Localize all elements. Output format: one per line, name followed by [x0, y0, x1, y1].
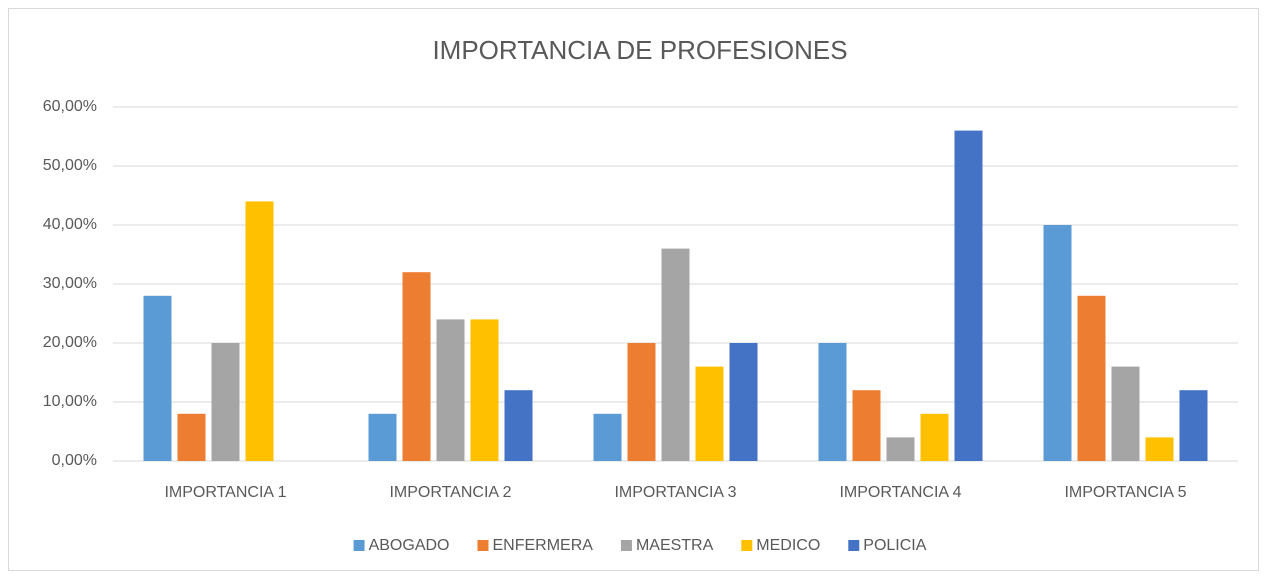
x-tick-label: IMPORTANCIA 5 [1064, 484, 1186, 501]
bar [1111, 366, 1140, 461]
bar [729, 343, 758, 461]
bar [402, 272, 431, 461]
legend-label: MEDICO [756, 537, 820, 554]
bar [886, 437, 915, 461]
bar [695, 366, 724, 461]
bar [436, 319, 465, 461]
legend-label: ABOGADO [369, 537, 450, 554]
y-tick-label: 0,00% [52, 452, 97, 469]
y-tick-label: 50,00% [43, 157, 97, 174]
legend-label: ENFERMERA [492, 537, 593, 554]
legend-swatch [477, 540, 489, 551]
bar [504, 390, 533, 461]
legend-label: POLICIA [863, 537, 926, 554]
y-tick-label: 40,00% [43, 216, 97, 233]
legend-swatch [741, 540, 753, 551]
bar [852, 390, 881, 461]
bar [954, 130, 983, 461]
bar [368, 413, 397, 461]
bar [245, 201, 274, 461]
bar [470, 319, 499, 461]
chart-title: IMPORTANCIA DE PROFESIONES [432, 35, 847, 65]
bar [1077, 295, 1106, 461]
bar [661, 248, 690, 461]
legend-label: MAESTRA [636, 537, 714, 554]
x-tick-label: IMPORTANCIA 3 [614, 484, 736, 501]
bar [920, 413, 949, 461]
x-tick-label: IMPORTANCIA 2 [389, 484, 511, 501]
bar [627, 343, 656, 461]
bar [593, 413, 622, 461]
legend-swatch [353, 540, 365, 551]
bar [1179, 390, 1208, 461]
bar [1145, 437, 1174, 461]
legend-swatch [848, 540, 860, 551]
bar [818, 343, 847, 461]
x-tick-label: IMPORTANCIA 1 [164, 484, 286, 501]
x-tick-label: IMPORTANCIA 4 [839, 484, 961, 501]
y-tick-label: 60,00% [43, 98, 97, 115]
y-tick-label: 20,00% [43, 334, 97, 351]
legend-swatch [620, 540, 632, 551]
bar [211, 343, 240, 461]
y-tick-label: 30,00% [43, 275, 97, 292]
bar [143, 295, 172, 461]
bar [177, 413, 206, 461]
y-tick-label: 10,00% [43, 393, 97, 410]
bar [1043, 225, 1072, 461]
